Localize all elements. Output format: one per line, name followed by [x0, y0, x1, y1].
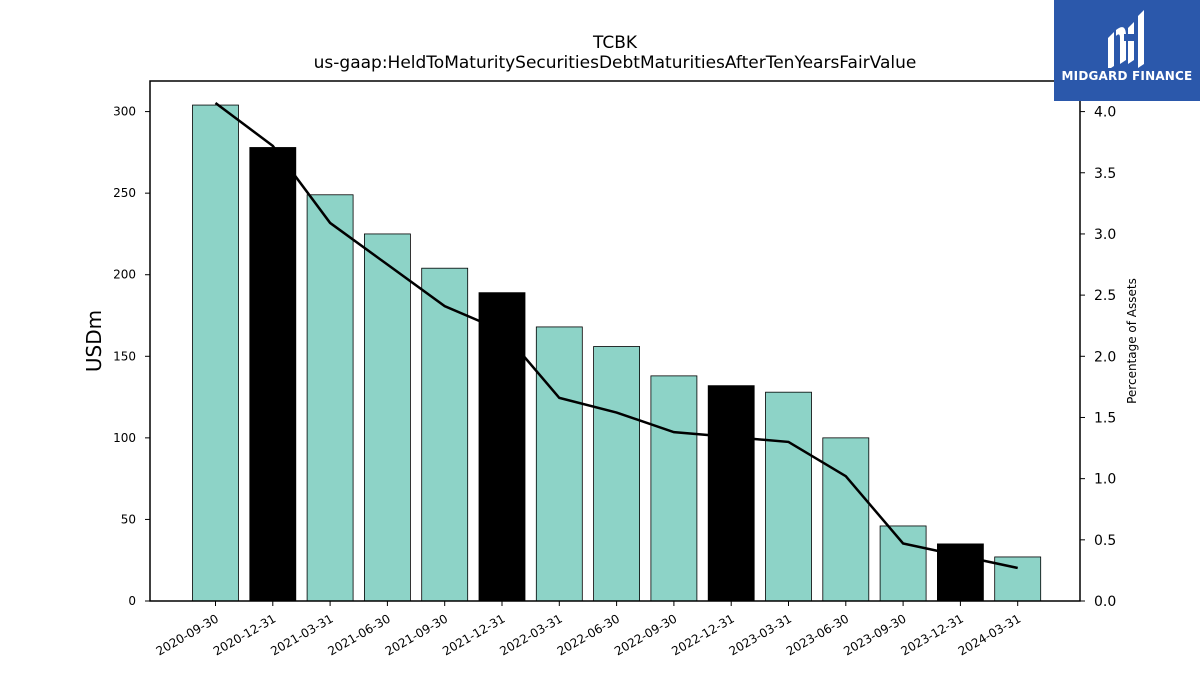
bar-2021-03-31	[306, 194, 354, 602]
bar-2021-06-30	[363, 233, 411, 602]
y-tick-label-left: 300	[113, 105, 136, 119]
x-tick-label: 2021-09-30	[383, 611, 450, 658]
y-tick-label-right: 2.5	[1094, 288, 1116, 304]
bar-2023-09-30	[879, 525, 927, 602]
y-tick-label-right: 3.0	[1094, 227, 1116, 243]
x-tick-label: 2020-09-30	[154, 611, 221, 658]
y-axis-label-left: USDm	[82, 310, 106, 372]
y-axis-left: 0 50 100 150 200 250 300	[113, 105, 150, 608]
y-tick-label-left: 50	[121, 512, 136, 526]
x-tick-label: 2021-03-31	[268, 611, 335, 658]
plot-frame	[149, 80, 1081, 602]
y-axis-label-right: Percentage of Assets	[1125, 278, 1139, 404]
bar-2022-06-30	[593, 346, 640, 602]
y-tick-label-right: 3.5	[1094, 166, 1116, 182]
bar-2022-12-31	[707, 385, 755, 602]
brand-logo-text: MIDGARD FINANCE	[1061, 69, 1193, 83]
x-tick-label: 2022-03-31	[497, 611, 564, 658]
y-tick-label-left: 0	[128, 594, 136, 608]
x-tick-label: 2022-09-30	[612, 611, 679, 658]
percentage-line-path	[214, 102, 1018, 570]
x-tick-label: 2023-06-30	[784, 611, 851, 658]
x-tick-label: 2024-03-31	[956, 611, 1023, 658]
y-tick-label-right: 1.5	[1094, 410, 1116, 426]
chart-subtitle: us-gaap:HeldToMaturitySecuritiesDebtMatu…	[314, 53, 917, 73]
bars	[192, 104, 1042, 602]
bar-2023-06-30	[822, 437, 870, 602]
y-tick-label-left: 200	[113, 268, 136, 282]
y-tick-label-right: 0.5	[1094, 533, 1116, 549]
x-tick-label: 2023-12-31	[898, 611, 965, 658]
y-tick-label-left: 100	[113, 431, 136, 445]
bar-2022-03-31	[535, 326, 583, 602]
x-tick-label: 2023-09-30	[841, 611, 908, 658]
bar-2023-03-31	[765, 391, 812, 602]
x-tick-label: 2021-06-30	[325, 611, 392, 658]
y-tick-label-right: 2.0	[1094, 349, 1116, 365]
percentage-line	[214, 102, 1018, 570]
brand-logo: MIDGARD FINANCE	[1054, 0, 1200, 101]
x-tick-label: 2022-06-30	[555, 611, 622, 658]
y-axis-right: 0.0 0.5 1.0 1.5 2.0 2.5 3.0 3.5 4.0	[1080, 105, 1116, 610]
y-tick-label-right: 0.0	[1094, 594, 1116, 610]
y-tick-label-left: 250	[113, 186, 136, 200]
bar-2022-09-30	[650, 375, 698, 602]
bar-2021-12-31	[478, 292, 526, 602]
x-tick-label: 2022-12-31	[669, 611, 736, 658]
x-tick-label: 2023-03-31	[727, 611, 794, 658]
midgard-logo-icon	[1108, 10, 1144, 68]
x-tick-label: 2020-12-31	[211, 611, 278, 658]
bar-2021-09-30	[421, 267, 469, 602]
chart-title: TCBK	[592, 33, 638, 53]
bar-2020-09-30	[192, 104, 239, 602]
y-tick-label-left: 150	[113, 349, 136, 363]
y-tick-label-right: 4.0	[1094, 105, 1116, 121]
bar-2020-12-31	[249, 147, 297, 602]
y-tick-label-right: 1.0	[1094, 472, 1116, 488]
x-tick-label: 2021-12-31	[440, 611, 507, 658]
x-axis: 2020-09-302020-12-312021-03-312021-06-30…	[154, 601, 1023, 658]
